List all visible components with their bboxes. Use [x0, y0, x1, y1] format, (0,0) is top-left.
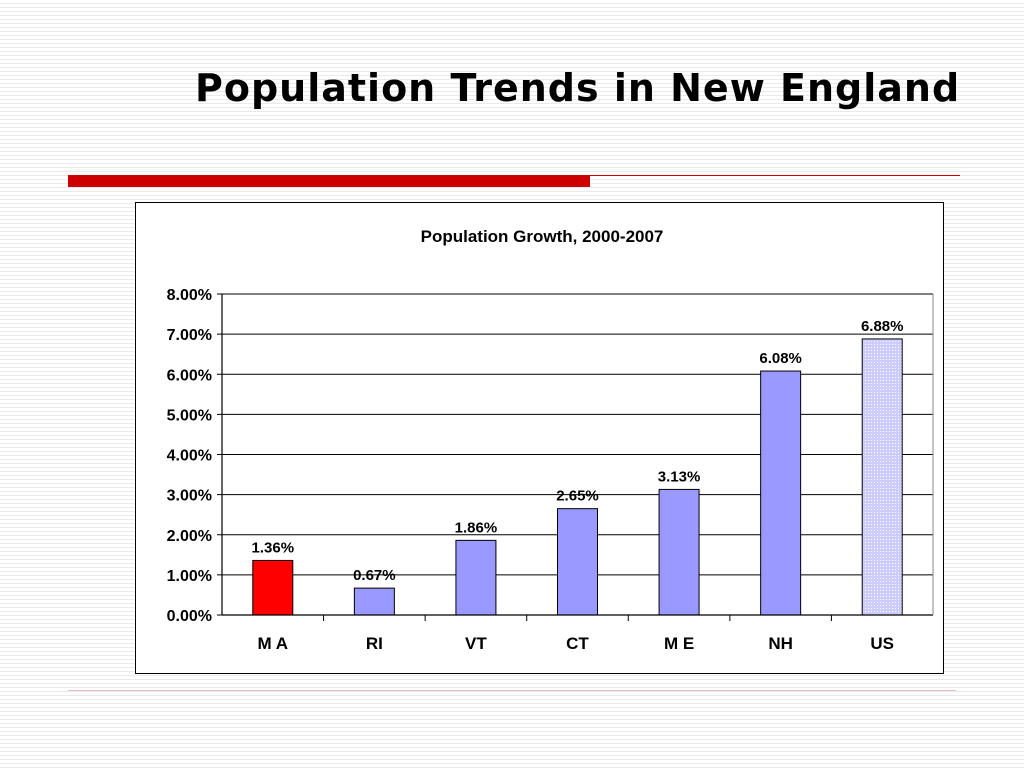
data-label: 6.08% — [759, 350, 802, 367]
y-tick-label: 3.00% — [167, 488, 212, 505]
data-label: 3.13% — [658, 468, 701, 485]
data-label: 1.86% — [455, 519, 498, 536]
x-tick-label: M A — [258, 634, 289, 653]
y-tick-label: 0.00% — [167, 608, 212, 625]
y-tick-label: 7.00% — [167, 327, 212, 344]
bar-nh — [760, 370, 802, 616]
bar-us — [861, 338, 903, 616]
bar-ma — [252, 559, 294, 616]
data-label: 6.88% — [861, 318, 904, 335]
bar-ri — [353, 587, 395, 616]
x-tick-label: VT — [465, 634, 487, 653]
y-tick-label: 6.00% — [167, 367, 212, 384]
y-tick-label: 4.00% — [167, 448, 212, 465]
data-label: 0.67% — [353, 567, 396, 584]
bar-ct — [557, 508, 598, 616]
x-tick-label: US — [870, 634, 894, 653]
title-rule-thick — [68, 175, 590, 187]
title-rule-thin — [590, 175, 960, 176]
y-tick-label: 1.00% — [167, 568, 212, 585]
y-tick-label: 5.00% — [167, 407, 212, 424]
x-tick-label: NH — [768, 634, 793, 653]
chart-container: Population Growth, 2000-2007 0.00% 1.00% 2… — [135, 202, 944, 674]
slide-title: Population Trends in New England — [195, 66, 961, 110]
chart-title: Population Growth, 2000-2007 — [421, 227, 664, 246]
data-label: 2.65% — [556, 488, 599, 505]
x-tick-label: CT — [566, 634, 589, 653]
x-tick-label: M E — [664, 634, 694, 653]
y-tick-label: 8.00% — [167, 287, 212, 304]
y-tick-label: 2.00% — [167, 528, 212, 545]
bar-vt — [455, 539, 497, 616]
bar-me — [658, 488, 700, 616]
population-growth-chart: Population Growth, 2000-2007 0.00% 1.00% 2… — [167, 227, 934, 653]
footer-rule — [68, 690, 956, 691]
data-label: 1.36% — [252, 539, 295, 556]
x-tick-label: RI — [366, 634, 383, 653]
